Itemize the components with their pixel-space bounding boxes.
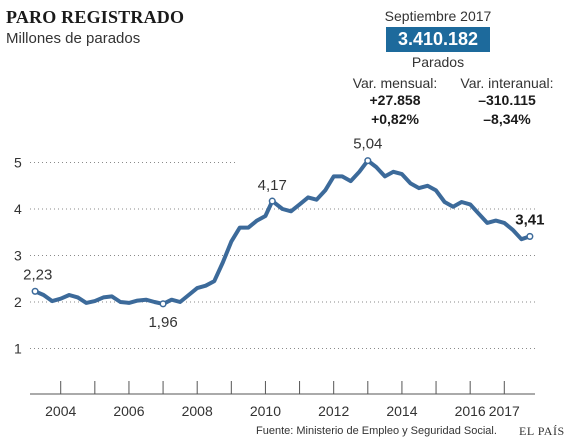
- annotation-label: 1,96: [148, 314, 177, 331]
- x-tick-label: 2010: [250, 403, 281, 419]
- monthly-variation-absolute: +27.858: [369, 92, 421, 108]
- brand-logo: EL PAÍS: [519, 424, 565, 438]
- x-tick-label: 2008: [182, 403, 213, 419]
- kpi-box: Septiembre 2017 3.410.182 Parados: [373, 8, 503, 70]
- x-tick-label: 2016: [455, 403, 486, 419]
- x-tick-label: 2004: [45, 403, 76, 419]
- kpi-month: Septiembre 2017: [384, 8, 492, 24]
- chart-subtitle: Millones de parados: [6, 30, 141, 47]
- y-tick-label: 5: [14, 155, 22, 171]
- x-tick-label: 2017: [489, 403, 520, 419]
- annotation-marker: [526, 232, 534, 240]
- annotation-marker: [31, 287, 39, 295]
- annotation-label: 2,23: [23, 266, 52, 283]
- kpi-value: 3.410.182: [385, 27, 491, 52]
- x-tick-label: 2012: [318, 403, 349, 419]
- yearly-variation-label: Var. interanual:: [460, 75, 554, 91]
- monthly-variation: Var. mensual: +27.858 +0,82%: [345, 75, 445, 129]
- y-tick-label: 1: [14, 341, 22, 357]
- yearly-variation-absolute: –310.115: [478, 92, 536, 108]
- y-tick-label: 3: [14, 248, 22, 264]
- yearly-variation: Var. interanual: –310.115 –8,34%: [451, 75, 563, 129]
- series-line: [33, 158, 532, 306]
- chart-title: PARO REGISTRADO: [6, 7, 185, 27]
- annotation-marker: [268, 197, 276, 205]
- yearly-variation-percent: –8,34%: [483, 111, 531, 127]
- y-tick-label: 4: [14, 201, 22, 217]
- annotation-marker: [364, 157, 372, 165]
- x-tick-label: 2014: [386, 403, 417, 419]
- kpi-unit: Parados: [411, 54, 465, 70]
- y-tick-label: 2: [14, 294, 22, 310]
- x-tick-label: 2006: [113, 403, 144, 419]
- annotation-label: 5,04: [353, 136, 382, 153]
- monthly-variation-label: Var. mensual:: [352, 75, 438, 91]
- annotation-marker: [159, 300, 167, 308]
- annotation-label: 4,17: [258, 177, 287, 194]
- monthly-variation-percent: +0,82%: [371, 111, 419, 127]
- source-note: Fuente: Ministerio de Empleo y Seguridad…: [256, 425, 497, 437]
- annotation-label: 3,41: [515, 211, 544, 228]
